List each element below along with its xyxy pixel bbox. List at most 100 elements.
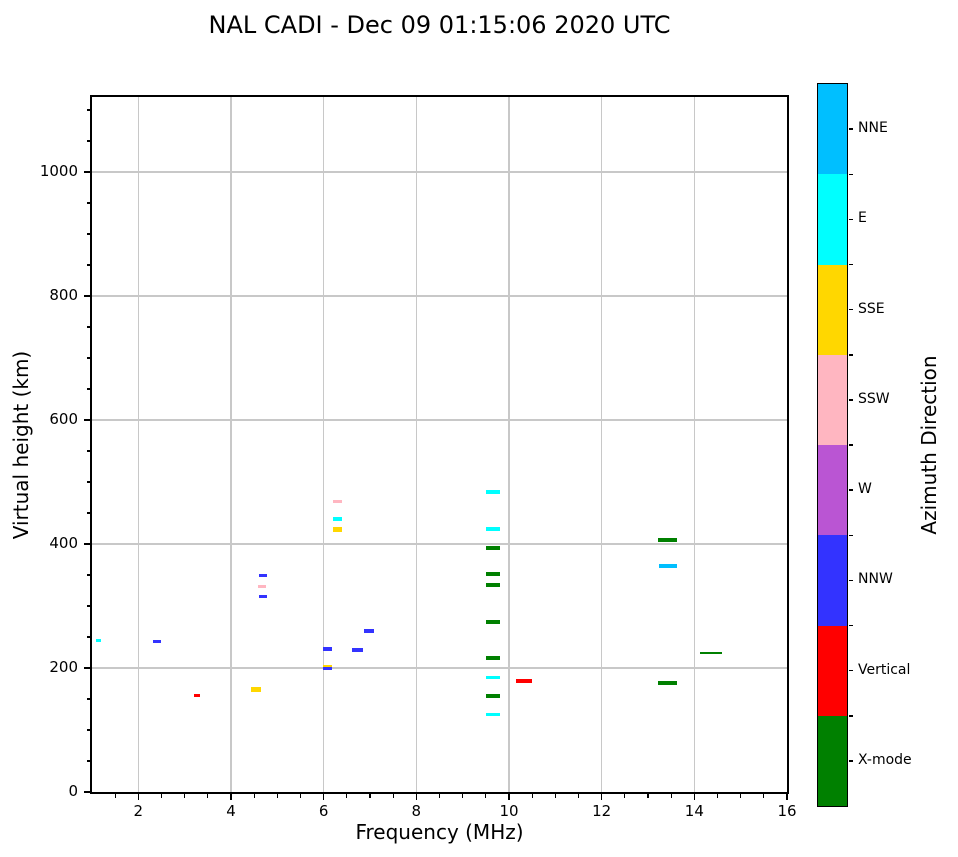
x-minor-tick [531, 794, 533, 798]
colorbar-entry-label: W [858, 481, 872, 498]
colorbar-entry-label: E [858, 210, 867, 227]
data-point [486, 571, 501, 576]
y-minor-tick [86, 140, 90, 142]
colorbar-segment-E [818, 174, 847, 265]
data-point [332, 526, 342, 532]
x-tick-label: 16 [777, 802, 797, 820]
colorbar-tick [848, 128, 853, 130]
x-minor-tick [114, 794, 116, 798]
colorbar-segment-X-mode [818, 715, 847, 807]
y-tick-label: 0 [68, 782, 78, 800]
y-minor-tick [86, 450, 90, 452]
gridline-vertical [137, 97, 139, 792]
y-major-tick [84, 295, 90, 297]
x-minor-tick [369, 794, 371, 798]
colorbar-segment-SSE [818, 264, 847, 356]
data-point [363, 628, 374, 633]
data-point [250, 687, 261, 693]
y-tick-label: 200 [49, 658, 78, 676]
data-point [96, 639, 102, 643]
data-point [486, 620, 501, 625]
x-minor-tick [763, 794, 765, 798]
x-major-tick [693, 794, 696, 800]
colorbar-tick [848, 760, 853, 762]
gridline-vertical [230, 97, 232, 792]
colorbar-segment-SSW [818, 354, 847, 446]
data-point [658, 564, 677, 569]
x-minor-tick [438, 794, 441, 798]
colorbar-entry-label: NNE [858, 120, 888, 137]
colorbar-segment-NNE [818, 84, 847, 175]
y-minor-tick [86, 698, 90, 700]
x-minor-tick [276, 794, 278, 798]
y-minor-tick [86, 512, 90, 514]
gridline-horizontal [92, 543, 787, 545]
x-major-tick [137, 794, 140, 800]
data-point [486, 582, 501, 587]
data-point [258, 573, 267, 577]
x-tick-label: 12 [592, 802, 612, 820]
data-point [486, 656, 501, 661]
colorbar-entry-label: Vertical [858, 661, 911, 678]
y-axis-label: Virtual height (km) [9, 350, 33, 540]
y-minor-tick [86, 326, 90, 328]
data-point [486, 676, 501, 680]
colorbar-segment-W [818, 445, 847, 536]
gridline-vertical [508, 97, 510, 792]
data-point [323, 664, 333, 668]
data-point [486, 545, 501, 550]
chart-title: NAL CADI - Dec 09 01:15:06 2020 UTC [208, 11, 671, 39]
y-minor-tick [86, 729, 90, 731]
y-major-tick [84, 667, 90, 669]
x-tick-label: 8 [411, 802, 422, 820]
x-minor-tick [670, 794, 672, 798]
x-minor-tick [160, 794, 163, 798]
y-major-tick [84, 791, 90, 793]
colorbar-entry-label: NNW [858, 571, 893, 588]
y-minor-tick [86, 357, 90, 359]
colorbar-label: Azimuth Direction [917, 355, 941, 535]
y-minor-tick [86, 109, 90, 111]
x-minor-tick [392, 794, 394, 798]
y-tick-label: 1000 [39, 162, 78, 181]
data-point [516, 679, 533, 684]
x-tick-label: 14 [684, 802, 704, 820]
y-minor-tick [86, 636, 90, 638]
y-tick-label: 400 [49, 534, 78, 552]
y-minor-tick [86, 264, 90, 266]
data-point [351, 648, 363, 653]
x-major-tick [786, 794, 788, 800]
x-minor-tick [462, 794, 464, 798]
x-minor-tick [184, 794, 186, 798]
colorbar-tick [848, 669, 853, 672]
colorbar-entry-label: X-mode [858, 751, 912, 768]
x-minor-tick [624, 794, 626, 798]
data-point [152, 640, 161, 644]
y-minor-tick [86, 388, 90, 390]
y-minor-tick [86, 760, 90, 762]
data-point [332, 499, 342, 503]
colorbar-segment-NNW [818, 535, 847, 626]
data-point [486, 713, 501, 716]
x-tick-label: 2 [133, 802, 144, 820]
y-minor-tick [86, 574, 90, 576]
colorbar-tick [848, 354, 853, 356]
gridline-vertical [601, 97, 603, 792]
data-point [323, 647, 333, 652]
x-axis-label: Frequency (MHz) [355, 820, 524, 844]
x-tick-label: 4 [226, 802, 236, 820]
colorbar-entry-label: SSE [858, 300, 885, 317]
gridline-horizontal [92, 295, 787, 297]
gridline-vertical [323, 97, 325, 792]
gridline-horizontal [92, 667, 787, 669]
y-minor-tick [86, 202, 90, 204]
colorbar-tick [848, 579, 853, 582]
colorbar-tick [848, 399, 853, 401]
y-major-tick [84, 419, 90, 421]
x-minor-tick [647, 794, 649, 798]
gridline-vertical [415, 97, 417, 792]
data-point [486, 527, 501, 532]
colorbar-tick [848, 715, 853, 717]
colorbar-tick [848, 534, 853, 536]
